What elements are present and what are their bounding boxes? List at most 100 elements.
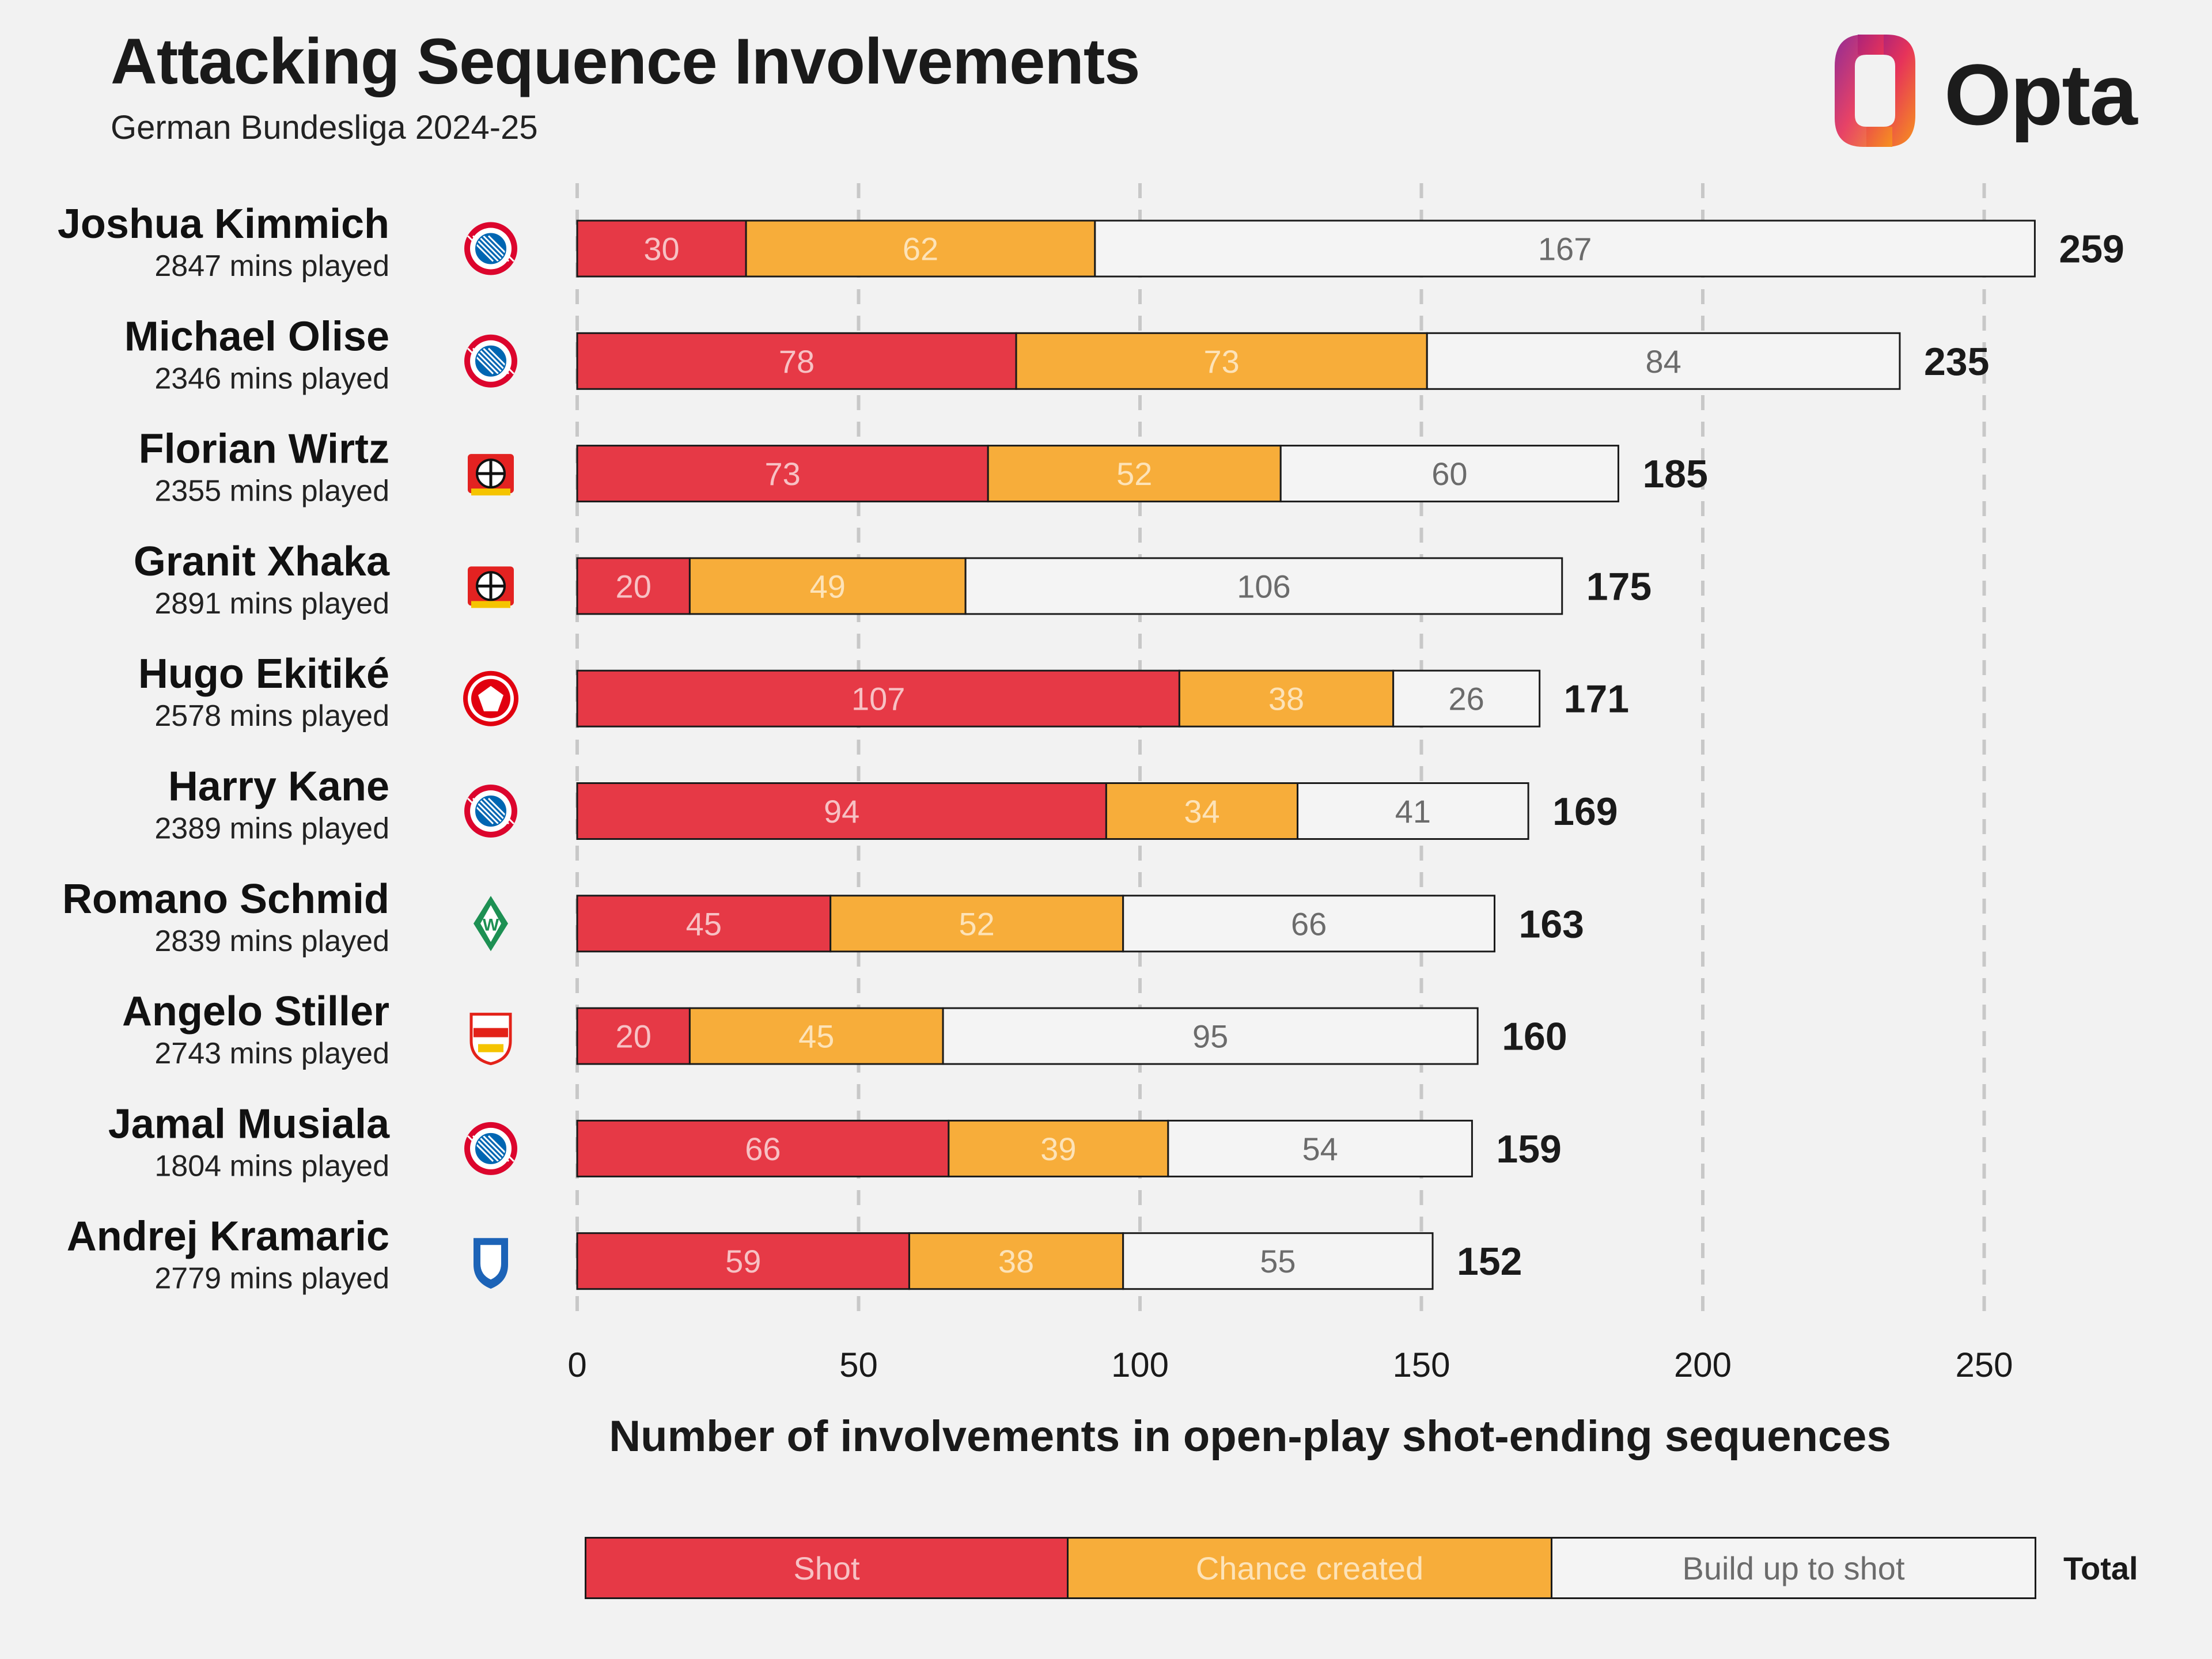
player-name: Hugo Ekitiké — [138, 651, 389, 697]
player-name: Romano Schmid — [62, 876, 389, 922]
bar-chance-created — [1105, 782, 1299, 840]
bar-build-up — [1426, 332, 1901, 390]
legend-shot: Shot — [585, 1537, 1069, 1599]
bar-chance-created-label: 38 — [998, 1243, 1034, 1279]
bar-build-up-label: 95 — [1192, 1018, 1228, 1055]
bar-shot-label: 73 — [764, 456, 800, 492]
bar-build-up — [1094, 219, 2036, 278]
x-tick-label: 250 — [1955, 1346, 2013, 1384]
bar-build-up — [1279, 445, 1619, 503]
chart-subtitle: German Bundesliga 2024-25 — [111, 109, 538, 146]
player-mins-played: 2839 mins played — [154, 925, 389, 958]
bar-chance-created — [1178, 669, 1395, 728]
bar-chance-created-label: 45 — [798, 1018, 834, 1055]
x-tick-label: 100 — [1111, 1346, 1169, 1384]
bar-build-up-label: 26 — [1449, 681, 1484, 717]
player-mins-played: 2578 mins played — [154, 699, 389, 733]
bar-build-up-label: 54 — [1302, 1131, 1338, 1167]
player-name: Andrej Kramaric — [67, 1214, 389, 1260]
bayern-badge-icon — [464, 334, 517, 388]
x-axis-label: Number of involvements in open-play shot… — [609, 1412, 1891, 1461]
player-name: Angelo Stiller — [122, 988, 389, 1035]
bar-chance-created-label: 52 — [1116, 456, 1152, 492]
bar-build-up-label: 55 — [1260, 1243, 1296, 1279]
bar-total-label: 169 — [1552, 790, 1618, 834]
bar-shot — [576, 332, 1017, 390]
legend-chance-created: Chance created — [1069, 1537, 1552, 1599]
x-tick-label: 200 — [1674, 1346, 1732, 1384]
chart-title: Attacking Sequence Involvements — [111, 25, 1140, 97]
leverkusen-badge-icon — [468, 454, 514, 496]
player-mins-played: 2847 mins played — [154, 249, 389, 283]
bar-chance-created-label: 73 — [1204, 343, 1240, 380]
svg-text:W: W — [483, 915, 499, 934]
bar-shot-label: 59 — [725, 1243, 761, 1279]
hoffenheim-badge-icon — [474, 1238, 508, 1289]
bar-total-label: 163 — [1519, 902, 1584, 946]
opta-logo: Opta — [1817, 29, 2138, 156]
bar-chance-created — [908, 1232, 1124, 1290]
player-mins-played: 2355 mins played — [154, 475, 389, 508]
bar-chance-created — [688, 557, 967, 615]
bar-build-up-label: 84 — [1645, 343, 1681, 380]
bar-build-up — [1392, 669, 1541, 728]
bar-shot — [576, 895, 832, 953]
bar-chance-created-label: 62 — [903, 231, 938, 267]
bar-build-up-label: 66 — [1291, 906, 1327, 942]
bar-shot-label: 30 — [643, 231, 679, 267]
bar-shot-label: 78 — [779, 343, 815, 380]
bar-total-label: 160 — [1502, 1015, 1567, 1059]
bar-shot-label: 20 — [616, 568, 652, 604]
leverkusen-badge-icon — [468, 566, 514, 608]
bar-shot — [576, 1232, 910, 1290]
bar-chance-created-label: 52 — [959, 906, 995, 942]
bar-build-up — [1167, 1119, 1473, 1177]
bar-total-label: 185 — [1642, 452, 1707, 496]
player-name: Granit Xhaka — [134, 539, 390, 585]
bar-build-up — [964, 557, 1563, 615]
frankfurt-badge-icon — [463, 671, 518, 726]
bar-shot-label: 107 — [851, 681, 905, 717]
bayern-badge-icon — [464, 1122, 517, 1175]
bar-chance-created-label: 34 — [1184, 793, 1219, 830]
bar-chance-created-label: 49 — [810, 568, 846, 604]
player-name: Jamal Musiala — [108, 1101, 390, 1147]
bar-shot — [576, 557, 691, 615]
bayern-badge-icon — [464, 222, 517, 275]
bar-total-label: 152 — [1457, 1240, 1522, 1283]
bar-chance-created — [1015, 332, 1428, 390]
bar-build-up — [942, 1007, 1479, 1065]
legend-build-up: Build up to shot — [1552, 1537, 2036, 1599]
player-mins-played: 2346 mins played — [154, 362, 389, 395]
bar-chance-created — [688, 1007, 944, 1065]
bar-build-up — [1122, 895, 1496, 953]
player-name: Michael Olise — [124, 313, 389, 359]
legend: Shot Chance created Build up to shot — [585, 1537, 2036, 1600]
player-mins-played: 2743 mins played — [154, 1037, 389, 1070]
bar-shot — [576, 1119, 950, 1177]
bar-build-up-label: 167 — [1538, 231, 1592, 267]
opta-mark-icon — [1835, 35, 1915, 147]
bayern-badge-icon — [464, 785, 517, 838]
bar-total-label: 175 — [1586, 565, 1652, 608]
bremen-badge-icon: W — [474, 896, 508, 952]
bar-chance-created-label: 39 — [1040, 1131, 1076, 1167]
bar-total-label: 159 — [1496, 1127, 1561, 1171]
bar-build-up-label: 41 — [1395, 793, 1431, 830]
player-mins-played: 1804 mins played — [154, 1149, 389, 1183]
player-name: Florian Wirtz — [139, 426, 389, 472]
bar-build-up-label: 106 — [1237, 568, 1290, 604]
player-mins-played: 2389 mins played — [154, 812, 389, 846]
player-mins-played: 2891 mins played — [154, 587, 389, 620]
bar-chance-created-label: 38 — [1268, 681, 1304, 717]
bar-shot — [576, 1007, 691, 1065]
bar-shot-label: 20 — [616, 1018, 652, 1055]
bar-build-up-label: 60 — [1431, 456, 1467, 492]
bar-total-label: 171 — [1564, 677, 1629, 721]
x-tick-label: 0 — [567, 1346, 586, 1384]
bar-shot — [576, 445, 989, 503]
stuttgart-badge-icon — [469, 1013, 512, 1066]
bar-build-up — [1122, 1232, 1434, 1290]
bar-shot-label: 94 — [824, 793, 859, 830]
